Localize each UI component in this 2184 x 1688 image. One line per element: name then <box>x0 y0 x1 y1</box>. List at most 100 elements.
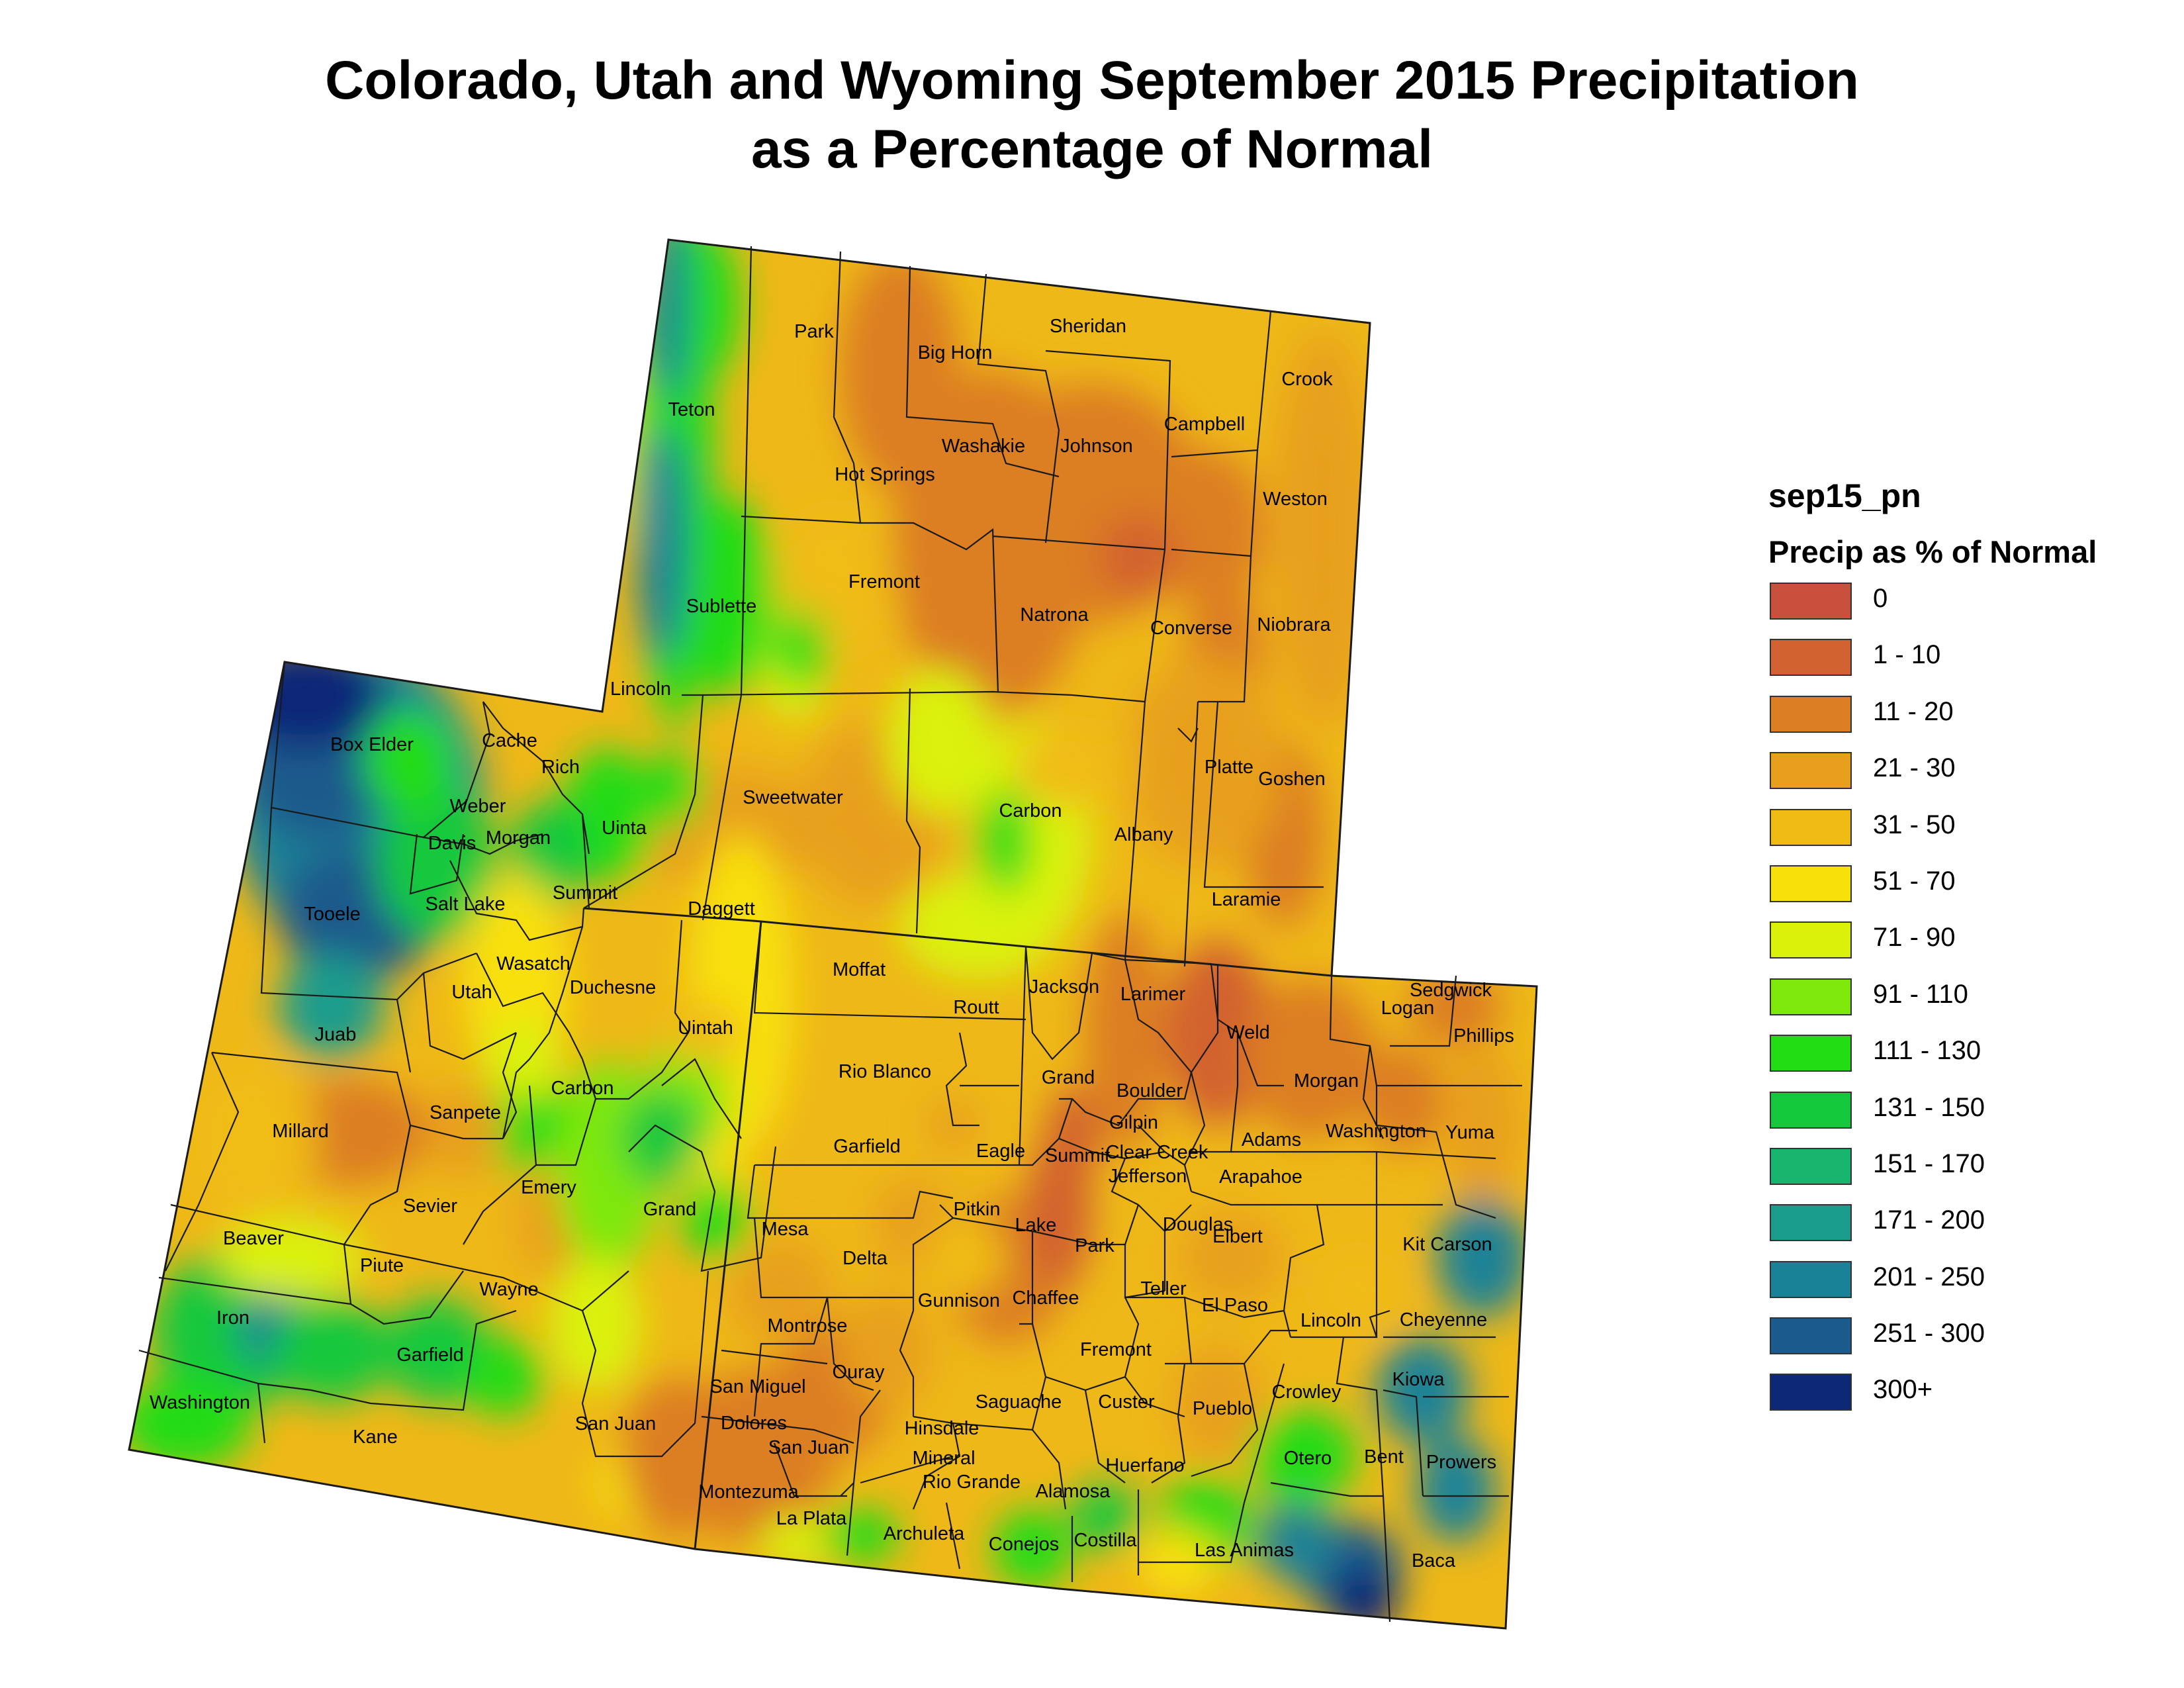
county-label: Sevier <box>403 1196 458 1217</box>
legend-label: 11 - 20 <box>1873 696 1954 726</box>
county-label: Park <box>794 321 834 342</box>
county-label: Morgan <box>1294 1070 1359 1092</box>
legend-label: 151 - 170 <box>1873 1149 1985 1178</box>
county-label: Fremont <box>848 571 920 592</box>
county-label: Baca <box>1412 1550 1456 1571</box>
legend-swatch <box>1770 1147 1852 1185</box>
precip-zone <box>993 1509 1072 1589</box>
legend-label: 251 - 300 <box>1873 1319 1985 1348</box>
precip-zone <box>424 1086 503 1178</box>
county-label: Teton <box>668 399 715 420</box>
precip-zone <box>1046 1086 1099 1192</box>
county-label: Campbell <box>1164 414 1246 435</box>
county-label: Kiowa <box>1392 1369 1445 1390</box>
county-label: Grand <box>1042 1067 1095 1088</box>
county-label: Morgan <box>486 827 551 849</box>
precip-zone <box>1251 1410 1357 1503</box>
precip-zone <box>1363 1046 1443 1152</box>
county-label: Pueblo <box>1193 1398 1252 1419</box>
county-label: Weld <box>1226 1022 1270 1043</box>
precip-zone <box>1072 1483 1138 1549</box>
precip-zone <box>841 252 960 490</box>
county-label: Saguache <box>976 1391 1062 1413</box>
county-label: Gilpin <box>1109 1112 1158 1133</box>
legend-row: 71 - 90 <box>1768 919 2165 975</box>
county-label: Otero <box>1284 1448 1332 1469</box>
precip-zone <box>682 496 774 695</box>
precip-zone <box>129 1377 251 1470</box>
county-label: Moffat <box>833 959 886 980</box>
precip-zone <box>821 1509 900 1562</box>
county-label: Eagle <box>976 1141 1025 1162</box>
precip-zone <box>483 1079 576 1172</box>
precip-zone <box>649 748 702 827</box>
precip-zone <box>635 424 688 662</box>
county-label: Carbon <box>551 1078 614 1099</box>
county-label: Chaffee <box>1012 1288 1079 1309</box>
county-label: Alamosa <box>1036 1481 1111 1502</box>
county-label: San Miguel <box>709 1376 805 1397</box>
precip-zone <box>549 1258 642 1390</box>
county-label: La Plata <box>776 1508 847 1529</box>
county-label: Phillips <box>1453 1025 1514 1047</box>
county-label: Washington <box>1326 1121 1426 1142</box>
county-label: Millard <box>272 1121 328 1142</box>
county-label: Crowley <box>1272 1382 1342 1403</box>
county-label: Garfield <box>833 1136 901 1157</box>
county-label: Piute <box>360 1255 404 1276</box>
county-label: Sublette <box>686 596 756 617</box>
legend-swatch <box>1770 583 1852 620</box>
county-label: Weston <box>1263 489 1328 510</box>
county-label: Boulder <box>1116 1080 1183 1102</box>
legend-row: 131 - 150 <box>1768 1089 2165 1145</box>
county-label: Sweetwater <box>743 787 843 808</box>
county-label: San Juan <box>768 1437 850 1458</box>
legend-subtitle: Precip as % of Normal <box>1768 534 2097 569</box>
precip-zone <box>649 240 688 404</box>
county-label: Larimer <box>1120 984 1186 1005</box>
precip-zone <box>1085 914 1165 1152</box>
legend-row: 0 <box>1768 580 2165 636</box>
legend-swatch <box>1770 1260 1852 1298</box>
legend-label: 71 - 90 <box>1873 923 1956 953</box>
legend-row: 300+ <box>1768 1371 2165 1427</box>
legend-label: 21 - 30 <box>1873 753 1956 783</box>
county-label: Washington <box>150 1392 250 1413</box>
precip-zone <box>761 1516 827 1569</box>
legend: sep15_pn Precip as % of Normal 0 1 - 10 11… <box>1768 477 2165 1428</box>
legend-row: 171 - 200 <box>1768 1201 2165 1258</box>
precip-zone <box>900 874 1059 980</box>
county-label: Converse <box>1150 618 1232 639</box>
county-label: Weber <box>450 796 506 817</box>
county-label: Carbon <box>999 800 1062 821</box>
legend-label: 51 - 70 <box>1873 866 1956 896</box>
legend-classes: 0 1 - 10 11 - 20 21 - 30 31 - 50 51 - 70 71 - … <box>1768 580 2165 1428</box>
county-label: Lincoln <box>1300 1310 1361 1331</box>
legend-label: 91 - 110 <box>1873 979 1968 1009</box>
legend-label: 111 - 130 <box>1873 1036 1981 1066</box>
county-label: Prowers <box>1426 1452 1496 1473</box>
precip-zone <box>271 1297 390 1403</box>
county-label: Wayne <box>479 1279 538 1300</box>
county-label: Montezuma <box>698 1481 799 1503</box>
precip-zone <box>185 1059 318 1218</box>
precip-zone <box>1099 516 1178 596</box>
legend-swatch <box>1770 1091 1852 1129</box>
precip-zone <box>463 1337 543 1417</box>
county-label: Beaver <box>223 1228 284 1249</box>
legend-label: 0 <box>1873 584 1888 613</box>
county-label: Rio Grande <box>923 1472 1021 1493</box>
county-label: Platte <box>1205 757 1253 778</box>
legend-label: 31 - 50 <box>1873 810 1956 839</box>
county-label: Albany <box>1115 824 1173 845</box>
county-label: Wasatch <box>496 953 570 974</box>
county-label: Pitkin <box>954 1199 1001 1220</box>
precip-zone <box>1158 450 1264 609</box>
precip-zone <box>377 781 496 940</box>
precip-zone <box>1013 728 1132 808</box>
legend-swatch <box>1770 1204 1852 1242</box>
legend-swatch <box>1770 1374 1852 1411</box>
county-label: Emery <box>521 1177 576 1198</box>
legend-swatch <box>1770 865 1852 902</box>
county-label: Summit <box>553 882 617 904</box>
